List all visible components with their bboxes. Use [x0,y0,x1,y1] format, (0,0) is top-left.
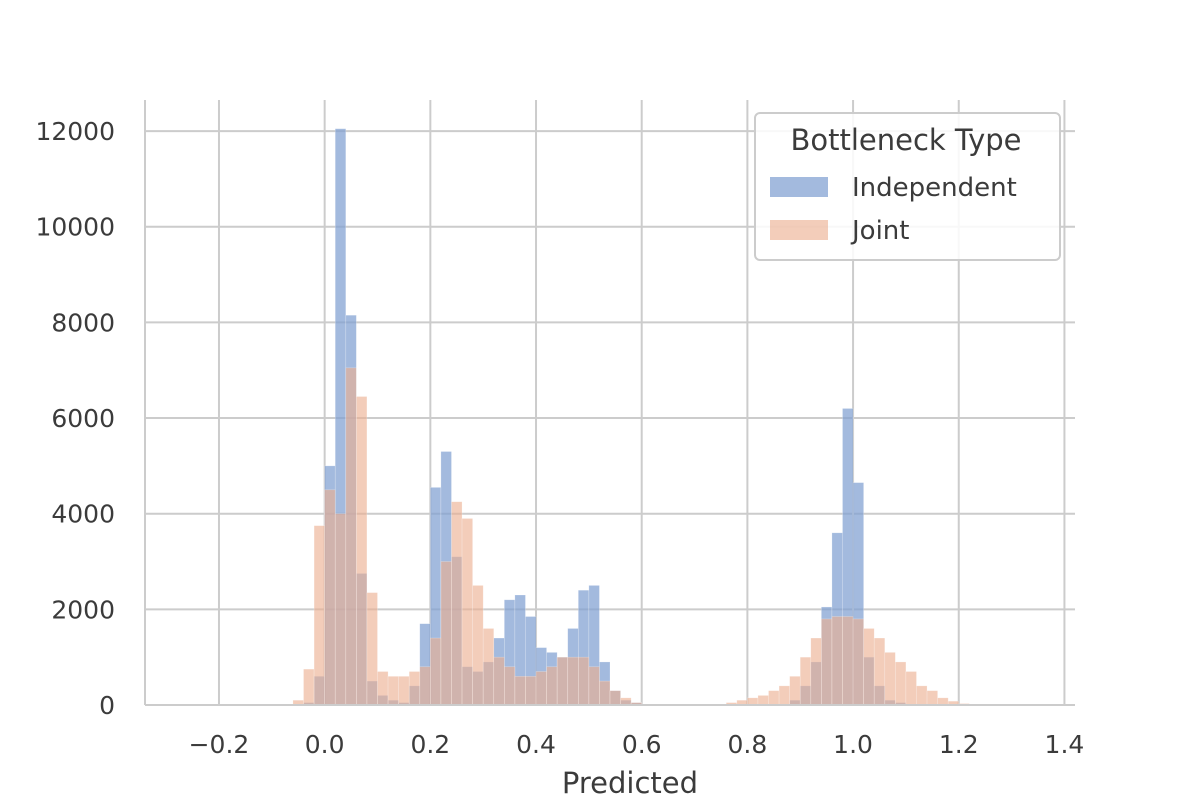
histogram-bar-joint [609,690,621,706]
histogram-bar-joint [440,561,452,706]
histogram-bar-joint [324,489,336,706]
histogram-bar-joint [356,396,368,706]
histogram-bar-joint [408,671,421,706]
histogram-bar-joint [937,697,949,706]
histogram-bar-joint [430,637,442,706]
histogram-bar-joint [757,695,769,706]
y-tick-label: 10000 [35,213,115,242]
x-tick-label: 0.2 [410,730,450,759]
histogram-bar-joint [577,656,590,706]
x-tick-label: −0.2 [189,730,250,759]
histogram-bar-joint [895,661,907,706]
y-tick-label: 6000 [51,404,115,433]
histogram-bar-joint [821,618,833,706]
histogram-bar-joint [546,666,558,706]
histogram-bar-joint [768,690,780,706]
legend-box [754,112,1061,261]
histogram-bar-joint [419,666,431,706]
legend: Bottleneck Type Independent Joint [754,112,1061,261]
histogram-bar-joint [482,628,495,706]
y-tick-label: 4000 [51,500,115,529]
histogram-bar-joint [366,592,378,706]
histogram-bar-joint [863,628,875,706]
histogram-bar-joint [916,685,928,706]
histogram-bar-joint [789,676,801,706]
legend-title: Bottleneck Type [790,123,1021,157]
legend-label-joint: Joint [850,216,909,246]
x-tick-label: 1.4 [1045,730,1085,759]
histogram-bar-joint [747,697,759,706]
x-axis-tick-labels: −0.2 0.0 0.2 0.4 0.6 0.8 1.0 1.2 1.4 [189,730,1085,759]
histogram-bar-joint [926,690,938,706]
histogram-bar-joint [451,501,463,706]
x-tick-label: 1.2 [939,730,979,759]
x-tick-label: 0.0 [305,730,345,759]
y-tick-label: 12000 [35,117,115,146]
histogram-bar-joint [461,518,473,706]
histogram-bar-joint [905,671,917,706]
y-tick-label: 8000 [51,308,115,337]
histogram-bar-joint [535,671,547,706]
legend-swatch-joint [770,220,828,240]
histogram-bar-joint [556,656,569,706]
histogram-bar-joint [599,680,611,706]
histogram-bar-joint [842,616,854,706]
histogram-bar-joint [525,676,537,706]
legend-label-independent: Independent [852,173,1017,203]
histogram-bar-joint [313,525,325,706]
y-tick-label: 0 [99,691,115,720]
histogram-bar-joint [514,676,526,706]
histogram-bar-joint [799,656,812,706]
x-axis-label: Predicted [562,766,698,800]
histogram-bar-joint [588,666,600,706]
axis-spines [144,100,1075,706]
histogram-bar-joint [778,685,790,706]
x-tick-label: 0.6 [622,730,662,759]
histogram-bar-joint [398,676,410,706]
histogram-bar-joint [884,652,896,706]
grid-lines [145,100,1075,706]
histogram-bar-joint [303,668,315,706]
histogram-bar-joint [873,637,886,706]
histogram-bar-joint [810,637,822,706]
y-tick-label: 2000 [51,595,115,624]
histogram-bar-joint [472,585,484,706]
histogram-bar-joint [377,671,389,706]
x-tick-label: 0.8 [728,730,768,759]
histogram-bar-joint [567,656,579,706]
histogram-bar-joint [387,676,399,706]
y-axis-tick-labels: 0 2000 4000 6000 8000 10000 12000 [35,117,115,720]
x-tick-label: 1.0 [833,730,873,759]
histogram-bar-joint [831,616,843,706]
histogram-bar-joint [620,697,632,706]
histogram-bar-joint [334,513,347,706]
histogram-bar-joint [493,656,505,706]
legend-swatch-independent [770,177,828,197]
x-tick-label: 0.4 [516,730,556,759]
histogram-bar-joint [852,618,864,706]
histogram-bar-joint [345,367,357,706]
histogram-bar-joint [504,666,516,706]
